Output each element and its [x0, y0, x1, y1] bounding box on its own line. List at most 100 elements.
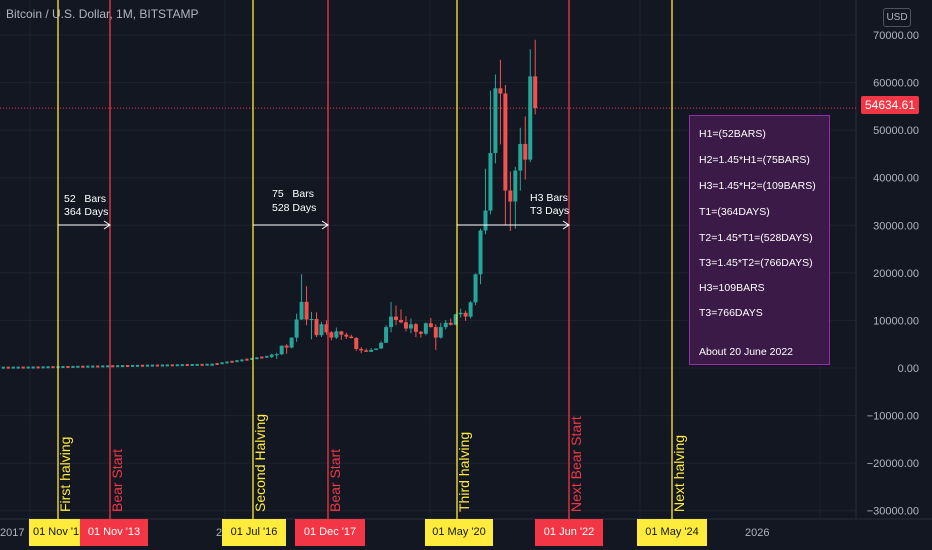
candle-body — [344, 334, 349, 337]
early-candle — [180, 364, 184, 367]
candle-body — [269, 354, 274, 357]
early-candle — [165, 364, 169, 367]
early-candle — [255, 357, 259, 360]
info-line: H2=1.45*H1=(75BARS) — [699, 154, 810, 166]
candle-body — [458, 312, 463, 315]
cycle2-bars-note: 75 Bars — [272, 188, 315, 200]
early-candle — [235, 360, 239, 363]
early-candle — [26, 366, 30, 369]
candle-body — [398, 319, 403, 323]
cycle3-days-note: T3 Days — [530, 205, 570, 217]
early-candle — [46, 366, 50, 369]
early-candle — [16, 366, 20, 369]
candle-body — [443, 322, 448, 328]
early-candle — [220, 362, 224, 365]
event-line-label: Bear Start — [327, 449, 343, 512]
candle-body — [413, 324, 418, 332]
candle-body — [498, 88, 503, 94]
candle-body — [403, 322, 408, 329]
price-tick-label: 70000.00 — [873, 30, 919, 42]
cycle3-arrow-head — [562, 220, 570, 230]
early-candle — [71, 365, 75, 368]
cycle1-days-note: 364 Days — [64, 206, 109, 218]
candle-body — [408, 324, 413, 329]
candle-body — [508, 190, 513, 202]
info-box: H1=(52BARS) H2=1.45*H1=(75BARS) H3=1.45*… — [689, 115, 830, 365]
candle-body — [468, 302, 473, 317]
price-tick-label: 50000.00 — [873, 125, 919, 137]
last-price-label: 54634.61 — [861, 96, 919, 114]
price-tick-label: 40000.00 — [873, 173, 919, 185]
early-candle — [121, 365, 125, 368]
candle-body — [513, 170, 518, 202]
price-tick-label: 20000.00 — [873, 268, 919, 280]
date-tag-next-halving: 01 May '24 — [637, 519, 707, 546]
candle-body — [379, 342, 384, 349]
cycle3-bars-note: H3 Bars — [530, 192, 568, 204]
currency-button[interactable]: USD — [883, 8, 911, 27]
early-candle — [111, 365, 115, 368]
early-candle — [150, 364, 155, 367]
price-tick-label: −20000.00 — [867, 458, 919, 470]
info-line: T3=766DAYS — [699, 307, 763, 319]
early-candle — [135, 364, 140, 367]
price-tick-label: −10000.00 — [867, 411, 919, 423]
candle-body — [359, 348, 364, 351]
cycle1-bars-note: 52 Bars — [64, 193, 107, 205]
info-line: H1=(52BARS) — [699, 128, 766, 140]
candle-body — [334, 331, 339, 338]
early-candle — [21, 366, 25, 369]
early-candle — [170, 364, 174, 367]
early-candle — [106, 365, 110, 368]
candle-body — [364, 350, 369, 352]
date-tag-next-bear-start: 01 Jun '22 — [535, 519, 603, 546]
info-line: T2=1.45*T1=(528DAYS) — [699, 232, 813, 244]
date-tag-bear-start-1: 01 Nov '13 — [80, 519, 148, 546]
early-candle — [41, 366, 45, 369]
event-line-label: Second Halving — [252, 414, 268, 512]
early-candle — [225, 361, 229, 364]
candle-body — [438, 327, 443, 338]
time-axis-label: 2017 — [0, 527, 25, 539]
candle-body — [533, 76, 538, 109]
info-line: H3=109BARS — [699, 282, 765, 294]
early-candle — [145, 364, 150, 367]
candle-body — [354, 338, 359, 349]
candle-body — [463, 312, 468, 317]
candle-body — [294, 319, 299, 338]
candle-body — [423, 323, 428, 334]
early-candle — [6, 366, 10, 369]
event-line-label: Third halving — [456, 432, 472, 512]
candle-body — [528, 76, 533, 160]
early-candle — [245, 358, 249, 361]
candle-body — [309, 319, 314, 321]
early-candle — [230, 360, 234, 363]
candle-body — [374, 348, 379, 350]
early-candle — [91, 365, 95, 368]
candle-body — [518, 143, 523, 171]
early-candle — [190, 363, 194, 366]
candle-body — [453, 314, 458, 325]
candle-body — [324, 324, 329, 333]
early-candle — [140, 364, 145, 367]
candle-body — [299, 301, 304, 320]
candle-body — [483, 210, 488, 231]
early-candle — [265, 355, 269, 358]
cycle2-arrow-head — [321, 220, 329, 230]
early-candle — [76, 365, 80, 368]
early-candle — [185, 364, 189, 367]
date-tag-second-halving: 01 Jul '16 — [222, 519, 286, 546]
early-candle — [175, 364, 179, 367]
early-candle — [125, 365, 130, 368]
time-axis-label: 2026 — [745, 527, 770, 539]
candle-body — [478, 230, 483, 275]
candle-body — [279, 345, 284, 355]
early-candle — [86, 365, 90, 368]
early-candle — [205, 363, 209, 366]
early-candle — [81, 365, 85, 368]
early-candle — [200, 363, 204, 366]
candle-body — [394, 316, 399, 320]
chart-title: Bitcoin / U.S. Dollar, 1M, BITSTAMP — [6, 7, 199, 21]
price-tick-label: −30000.00 — [867, 506, 919, 518]
